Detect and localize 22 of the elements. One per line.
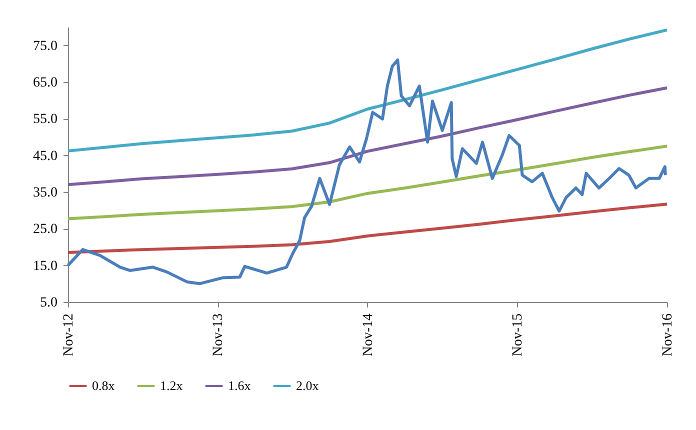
y-tick-label: 45.0 (33, 148, 58, 164)
y-tick-label: 75.0 (33, 38, 58, 54)
line-series (66, 202, 668, 254)
legend-label: 1.2x (160, 378, 184, 393)
x-tick-label: Nov-12 (62, 314, 76, 356)
line-series (66, 144, 668, 220)
line-series (66, 86, 668, 186)
x-tick-label: Nov-16 (660, 314, 676, 356)
y-tick-label: 15.0 (33, 258, 58, 274)
line-series (66, 28, 668, 152)
x-tick-label: Nov-13 (211, 314, 226, 356)
x-tick-label: Nov-14 (360, 314, 376, 356)
y-tick-label: 65.0 (33, 76, 58, 90)
legend-label: 1.6x (228, 378, 252, 393)
x-tick-label: Nov-15 (510, 314, 526, 356)
legend-label: 0.8x (92, 378, 116, 393)
y-tick-label: 35.0 (33, 186, 58, 200)
y-tick-label: 5.0 (40, 296, 58, 310)
y-tick-label: 55.0 (33, 112, 58, 128)
y-tick-label: 25.0 (33, 222, 58, 238)
line-series (66, 58, 667, 286)
legend-label: 2.0x (296, 378, 320, 393)
